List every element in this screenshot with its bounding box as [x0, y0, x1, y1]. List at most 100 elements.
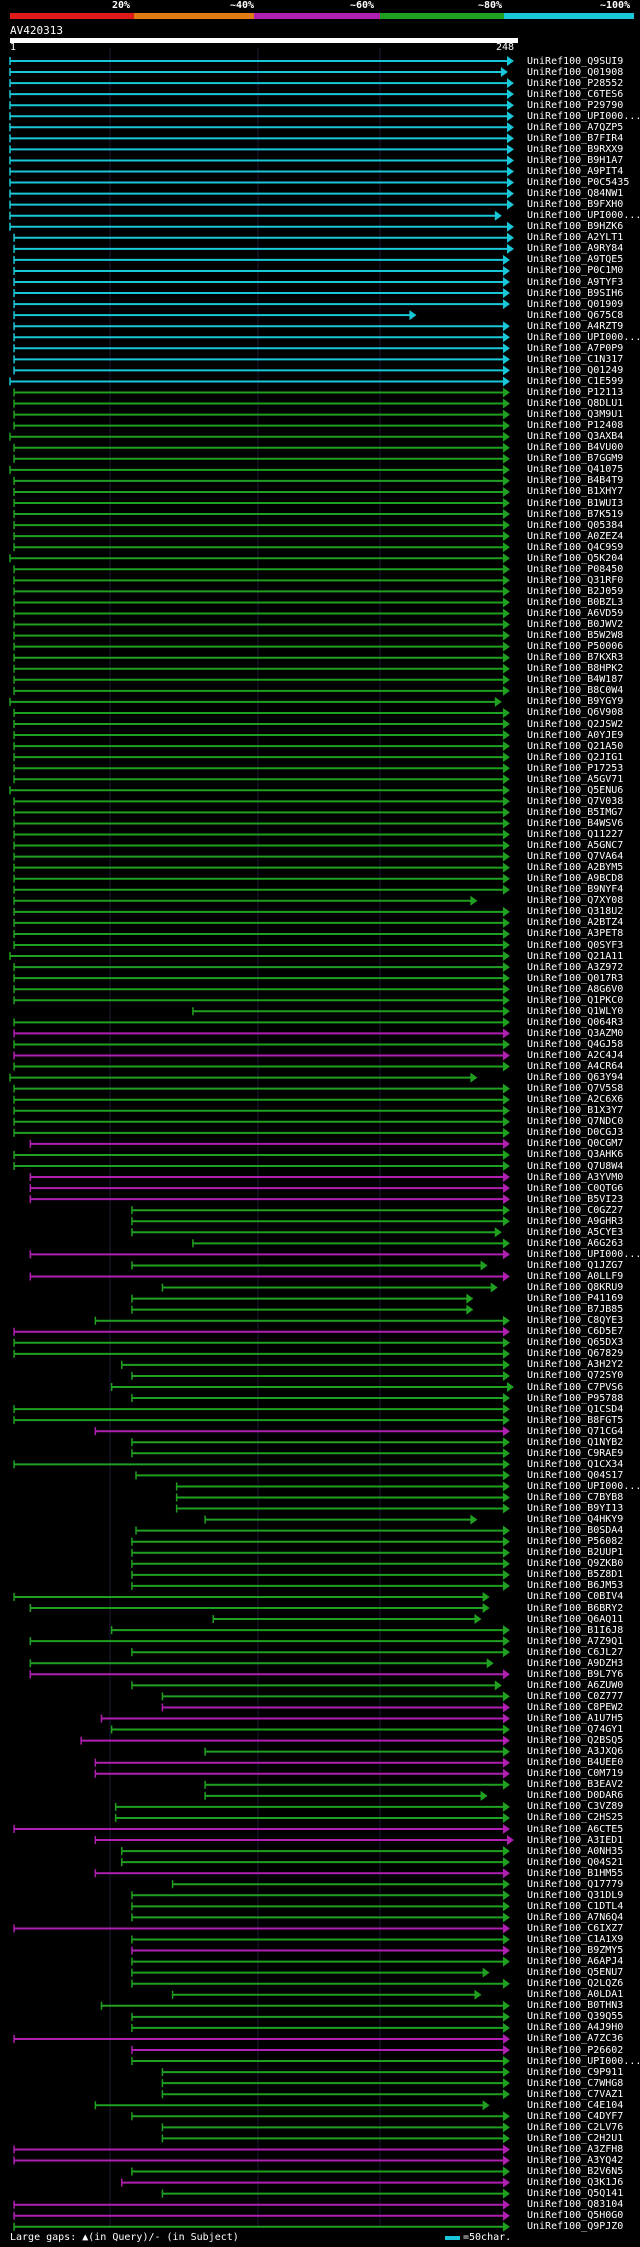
- hit-label[interactable]: UniRef100_Q7NDC0: [527, 1116, 624, 1128]
- hit-label[interactable]: UniRef100_A6G263: [527, 1237, 624, 1249]
- hit-label[interactable]: UniRef100_Q0CGM7: [527, 1138, 624, 1150]
- hit-label[interactable]: UniRef100_Q1JZG7: [527, 1259, 624, 1271]
- hit-label[interactable]: UniRef100_C1N317: [527, 353, 624, 365]
- hit-label[interactable]: UniRef100_C6TES6: [527, 88, 624, 100]
- hit-label[interactable]: UniRef100_C0BIV4: [527, 1591, 624, 1603]
- hit-label[interactable]: UniRef100_Q2JIG1: [527, 751, 624, 763]
- hit-label[interactable]: UniRef100_A9DZH3: [527, 1657, 624, 1669]
- hit-label[interactable]: UniRef100_P41169: [527, 1293, 624, 1305]
- hit-label[interactable]: UniRef100_B7JB85: [527, 1304, 624, 1316]
- hit-label[interactable]: UniRef100_D0CGJ3: [527, 1127, 624, 1139]
- hit-label[interactable]: UniRef100_B0BZL3: [527, 596, 624, 608]
- hit-label[interactable]: UniRef100_Q05384: [527, 519, 624, 531]
- hit-label[interactable]: UniRef100_Q21A50: [527, 740, 624, 752]
- hit-label[interactable]: UniRef100_Q3AZM0: [527, 1027, 624, 1039]
- hit-label[interactable]: UniRef100_A9GHR3: [527, 1215, 624, 1227]
- hit-label[interactable]: UniRef100_A0NH35: [527, 1845, 624, 1857]
- hit-label[interactable]: UniRef100_Q5ENU7: [527, 1967, 624, 1979]
- hit-label[interactable]: UniRef100_A9TYF3: [527, 276, 624, 288]
- hit-label[interactable]: UniRef100_Q3M9U1: [527, 409, 624, 421]
- hit-label[interactable]: UniRef100_Q31RF0: [527, 574, 624, 586]
- hit-label[interactable]: UniRef100_C2H2U1: [527, 2132, 624, 2144]
- hit-label[interactable]: UniRef100_P29790: [527, 99, 624, 111]
- hit-label[interactable]: UniRef100_Q9SUI9: [527, 55, 624, 67]
- hit-label[interactable]: UniRef100_Q3K1J6: [527, 2177, 624, 2189]
- hit-label[interactable]: UniRef100_Q8DLU1: [527, 398, 624, 410]
- hit-label[interactable]: UniRef100_P0C1M0: [527, 265, 624, 277]
- hit-label[interactable]: UniRef100_A4J9H0: [527, 2022, 624, 2034]
- hit-label[interactable]: UniRef100_Q41075: [527, 464, 624, 476]
- hit-label[interactable]: UniRef100_B0THN3: [527, 2000, 624, 2012]
- hit-label[interactable]: UniRef100_C4E104: [527, 2099, 624, 2111]
- hit-label[interactable]: UniRef100_A6VD59: [527, 608, 624, 619]
- hit-label[interactable]: UniRef100_C4DYF7: [527, 2110, 624, 2122]
- hit-label[interactable]: UniRef100_A2C4J4: [527, 1050, 624, 1061]
- hit-label[interactable]: UniRef100_C7VAZ1: [527, 2088, 624, 2100]
- hit-label[interactable]: UniRef100_B0JWV2: [527, 619, 624, 631]
- hit-label[interactable]: UniRef100_Q4HKY9: [527, 1514, 624, 1526]
- hit-label[interactable]: UniRef100_B3EAV2: [527, 1779, 624, 1791]
- hit-label[interactable]: UniRef100_A3H2Y2: [527, 1359, 624, 1371]
- hit-label[interactable]: UniRef100_UPI000...: [527, 110, 640, 122]
- hit-label[interactable]: UniRef100_B8HPK2: [527, 663, 624, 675]
- hit-label[interactable]: UniRef100_Q04S17: [527, 1469, 624, 1481]
- hit-label[interactable]: UniRef100_A3YQ42: [527, 2155, 624, 2166]
- hit-label[interactable]: UniRef100_B8FGT5: [527, 1414, 624, 1426]
- hit-label[interactable]: UniRef100_B4VU00: [527, 442, 624, 454]
- hit-label[interactable]: UniRef100_UPI000...: [527, 331, 640, 343]
- hit-label[interactable]: UniRef100_B5Z8D1: [527, 1569, 624, 1581]
- hit-label[interactable]: UniRef100_A7QZP5: [527, 121, 624, 133]
- hit-label[interactable]: UniRef100_C2LV76: [527, 2121, 624, 2133]
- hit-label[interactable]: UniRef100_A7N6Q4: [527, 1911, 624, 1923]
- hit-label[interactable]: UniRef100_Q4GJ58: [527, 1038, 624, 1050]
- hit-label[interactable]: UniRef100_Q67829: [527, 1348, 624, 1360]
- hit-label[interactable]: UniRef100_C0GZ27: [527, 1204, 624, 1216]
- hit-label[interactable]: UniRef100_A6CTE5: [527, 1823, 624, 1835]
- hit-label[interactable]: UniRef100_UPI000...: [527, 2055, 640, 2067]
- hit-label[interactable]: UniRef100_P28552: [527, 77, 624, 89]
- hit-label[interactable]: UniRef100_C0QTG6: [527, 1182, 624, 1194]
- hit-label[interactable]: UniRef100_B7FIR4: [527, 132, 624, 144]
- hit-label[interactable]: UniRef100_Q7XY08: [527, 895, 624, 907]
- hit-label[interactable]: UniRef100_Q5K204: [527, 552, 624, 564]
- hit-label[interactable]: UniRef100_A1U7H5: [527, 1713, 624, 1724]
- hit-label[interactable]: UniRef100_A6APJ4: [527, 1956, 624, 1968]
- hit-label[interactable]: UniRef100_B5IMG7: [527, 806, 624, 818]
- hit-label[interactable]: UniRef100_A6ZUW0: [527, 1679, 624, 1691]
- hit-label[interactable]: UniRef100_B2UUP1: [527, 1547, 624, 1559]
- hit-label[interactable]: UniRef100_B9L7Y6: [527, 1668, 624, 1680]
- hit-label[interactable]: UniRef100_A5GNC7: [527, 840, 624, 852]
- hit-label[interactable]: UniRef100_A3JXQ6: [527, 1746, 624, 1758]
- hit-label[interactable]: UniRef100_A7P0P9: [527, 342, 624, 354]
- hit-label[interactable]: UniRef100_B7GGM9: [527, 453, 624, 465]
- hit-label[interactable]: UniRef100_B9SIH6: [527, 287, 624, 299]
- hit-label[interactable]: UniRef100_Q2LQZ6: [527, 1978, 624, 1990]
- hit-label[interactable]: UniRef100_Q3AHK6: [527, 1149, 624, 1161]
- hit-label[interactable]: UniRef100_B1HM55: [527, 1867, 624, 1879]
- hit-label[interactable]: UniRef100_P50006: [527, 641, 624, 653]
- hit-label[interactable]: UniRef100_B9RXX9: [527, 143, 624, 155]
- hit-label[interactable]: UniRef100_B2V6N5: [527, 2166, 624, 2178]
- hit-label[interactable]: UniRef100_Q7U8W4: [527, 1160, 624, 1172]
- hit-label[interactable]: UniRef100_B5VI23: [527, 1193, 624, 1205]
- hit-label[interactable]: UniRef100_A4RZT9: [527, 320, 624, 332]
- hit-label[interactable]: UniRef100_B6JM53: [527, 1580, 624, 1592]
- hit-label[interactable]: UniRef100_C9P911: [527, 2066, 624, 2078]
- hit-label[interactable]: UniRef100_Q318U2: [527, 906, 624, 918]
- hit-label[interactable]: UniRef100_A5GV71: [527, 773, 624, 785]
- hit-label[interactable]: UniRef100_Q5H0G0: [527, 2210, 624, 2222]
- hit-label[interactable]: UniRef100_A9BCD8: [527, 873, 624, 885]
- hit-label[interactable]: UniRef100_Q1WLY0: [527, 1005, 624, 1017]
- hit-label[interactable]: UniRef100_B2J059: [527, 585, 624, 597]
- hit-label[interactable]: UniRef100_C7BYB8: [527, 1492, 624, 1503]
- hit-label[interactable]: UniRef100_C3VZ89: [527, 1801, 624, 1813]
- hit-label[interactable]: UniRef100_A2C6X6: [527, 1094, 624, 1106]
- hit-label[interactable]: UniRef100_UPI000...: [527, 210, 640, 222]
- hit-label[interactable]: UniRef100_Q21A11: [527, 950, 624, 962]
- hit-label[interactable]: UniRef100_Q064R3: [527, 1016, 624, 1028]
- hit-label[interactable]: UniRef100_A4CR64: [527, 1061, 624, 1073]
- hit-label[interactable]: UniRef100_B9H1A7: [527, 154, 624, 166]
- hit-label[interactable]: UniRef100_Q8KRU9: [527, 1282, 624, 1294]
- hit-label[interactable]: UniRef100_UPI000...: [527, 1480, 640, 1492]
- hit-label[interactable]: UniRef100_A0LLF9: [527, 1271, 624, 1282]
